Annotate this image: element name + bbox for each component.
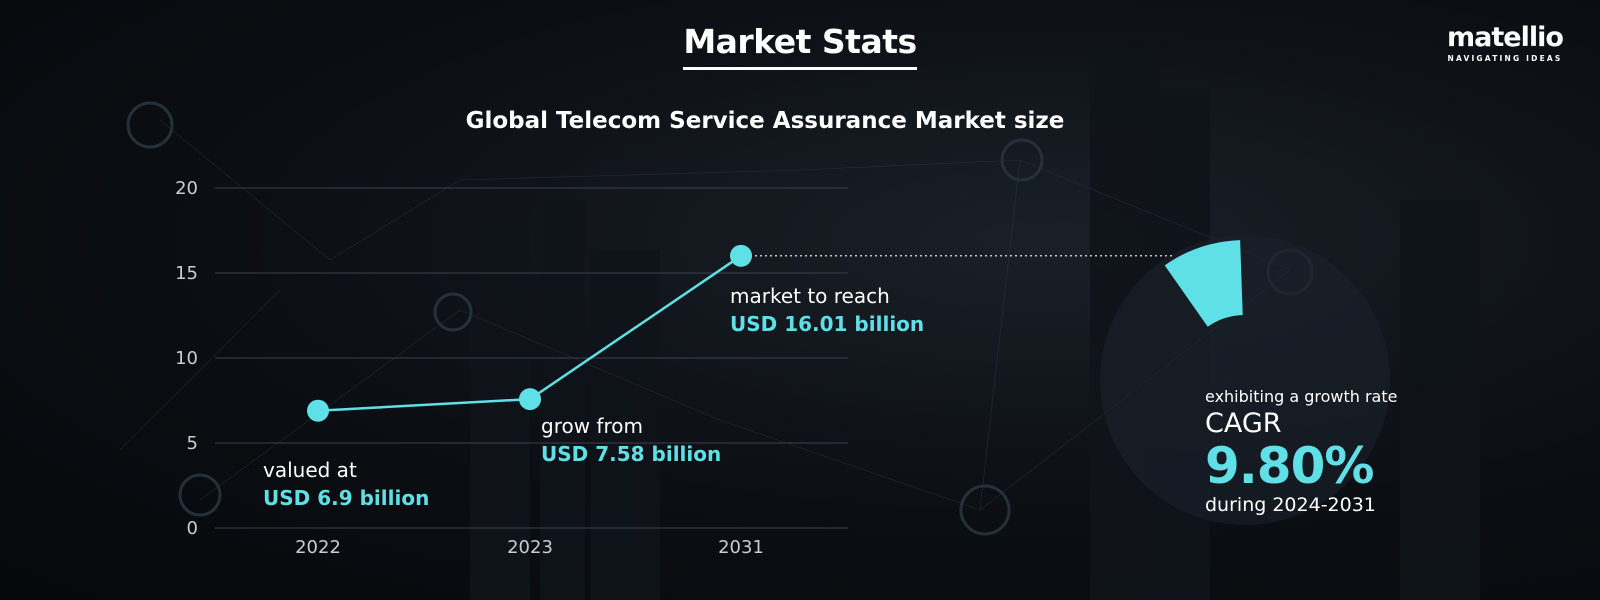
x-tick-label: 2031 xyxy=(718,537,764,558)
y-tick-label: 15 xyxy=(175,263,198,284)
cagr-intro: exhibiting a growth rate xyxy=(1205,387,1398,406)
cagr-period: during 2024-2031 xyxy=(1205,494,1376,516)
callout-2031-value: USD 16.01 billion xyxy=(730,312,925,336)
logo-tagline: NAVIGATING IDEAS xyxy=(1447,54,1563,63)
page-title: Market Stats xyxy=(0,22,1600,70)
x-tick-label: 2023 xyxy=(507,537,553,558)
y-tick-label: 20 xyxy=(175,178,198,199)
x-tick-label: 2022 xyxy=(295,537,341,558)
callout-2023: grow from USD 7.58 billion xyxy=(541,412,721,468)
y-tick-label: 5 xyxy=(187,433,198,454)
y-tick-label: 10 xyxy=(175,348,198,369)
callout-2022-value: USD 6.9 billion xyxy=(263,486,430,510)
data-point xyxy=(519,388,541,411)
cagr-block: exhibiting a growth rate CAGR 9.80% duri… xyxy=(1205,387,1397,516)
callout-2023-value: USD 7.58 billion xyxy=(541,442,722,466)
callout-2023-text: grow from xyxy=(541,414,643,438)
y-tick-label: 0 xyxy=(187,518,198,539)
callout-2022-text: valued at xyxy=(263,458,357,482)
logo-wordmark: matellio xyxy=(1447,22,1564,53)
callout-2031-text: market to reach xyxy=(730,284,890,308)
data-point xyxy=(730,244,752,267)
cagr-value: 9.80% xyxy=(1205,437,1374,495)
callout-2031: market to reach USD 16.01 billion xyxy=(730,282,924,338)
data-point xyxy=(307,399,329,422)
callout-2022: valued at USD 6.9 billion xyxy=(263,456,429,512)
cagr-wedge xyxy=(1164,240,1243,327)
chart-title: Global Telecom Service Assurance Market … xyxy=(465,108,1065,134)
cagr-label: CAGR xyxy=(1205,408,1282,439)
page-title-text: Market Stats xyxy=(683,22,917,70)
matellio-logo: matellio NAVIGATING IDEAS xyxy=(1440,22,1570,64)
series-line xyxy=(317,254,742,412)
